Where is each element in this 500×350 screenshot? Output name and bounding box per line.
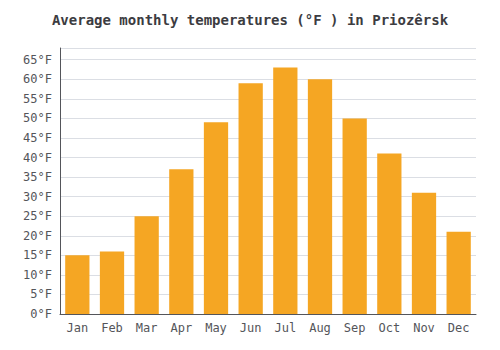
- svg-text:40°F: 40°F: [23, 151, 52, 165]
- svg-text:Jan: Jan: [66, 321, 88, 335]
- svg-text:60°F: 60°F: [23, 72, 52, 86]
- svg-text:Sep: Sep: [344, 321, 366, 335]
- svg-text:Apr: Apr: [170, 321, 192, 335]
- svg-text:May: May: [205, 321, 227, 335]
- svg-text:30°F: 30°F: [23, 190, 52, 204]
- svg-text:45°F: 45°F: [23, 131, 52, 145]
- svg-text:Jun: Jun: [240, 321, 262, 335]
- svg-text:65°F: 65°F: [23, 53, 52, 67]
- svg-text:Aug: Aug: [309, 321, 331, 335]
- svg-text:15°F: 15°F: [23, 248, 52, 262]
- svg-text:Average monthly temperatures (: Average monthly temperatures (°F ) in Pr…: [52, 12, 449, 28]
- svg-text:5°F: 5°F: [30, 287, 52, 301]
- svg-text:10°F: 10°F: [23, 268, 52, 282]
- svg-text:20°F: 20°F: [23, 229, 52, 243]
- svg-text:Dec: Dec: [448, 321, 470, 335]
- svg-text:Oct: Oct: [378, 321, 400, 335]
- svg-text:Mar: Mar: [136, 321, 158, 335]
- svg-text:35°F: 35°F: [23, 170, 52, 184]
- svg-text:25°F: 25°F: [23, 209, 52, 223]
- svg-text:55°F: 55°F: [23, 92, 52, 106]
- svg-text:Nov: Nov: [413, 321, 435, 335]
- svg-text:50°F: 50°F: [23, 111, 52, 125]
- svg-text:0°F: 0°F: [30, 307, 52, 321]
- svg-text:Feb: Feb: [101, 321, 123, 335]
- svg-text:Jul: Jul: [274, 321, 296, 335]
